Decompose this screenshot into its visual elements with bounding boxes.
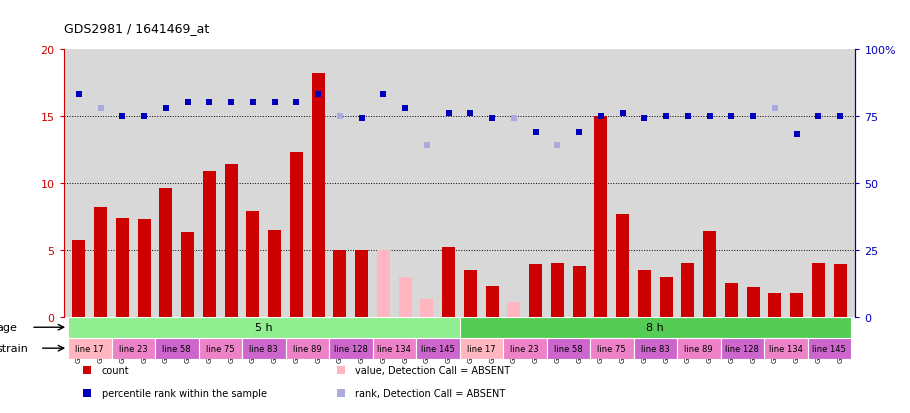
Bar <box>460 338 503 359</box>
Bar <box>68 338 112 359</box>
Bar <box>464 270 477 317</box>
Bar <box>768 293 782 317</box>
Bar <box>638 270 651 317</box>
Bar <box>547 338 590 359</box>
Text: line 83: line 83 <box>249 344 278 353</box>
Text: age: age <box>0 323 17 332</box>
Bar <box>721 338 764 359</box>
Bar <box>572 266 586 317</box>
Bar <box>94 207 107 317</box>
Bar <box>594 116 608 317</box>
Text: line 58: line 58 <box>163 344 191 353</box>
Bar <box>159 189 173 317</box>
Bar <box>790 293 804 317</box>
Text: line 75: line 75 <box>598 344 626 353</box>
Text: line 58: line 58 <box>554 344 582 353</box>
Text: line 75: line 75 <box>206 344 235 353</box>
Bar <box>268 230 281 317</box>
Bar <box>203 171 216 317</box>
Bar <box>329 338 372 359</box>
Bar <box>633 338 677 359</box>
Text: line 145: line 145 <box>813 344 846 353</box>
Bar <box>137 219 151 317</box>
Bar <box>420 299 433 317</box>
Text: value, Detection Call = ABSENT: value, Detection Call = ABSENT <box>355 365 511 375</box>
Text: line 128: line 128 <box>725 344 759 353</box>
Text: 5 h: 5 h <box>255 323 273 332</box>
Text: 8 h: 8 h <box>646 323 664 332</box>
Bar <box>807 338 851 359</box>
Bar <box>372 338 416 359</box>
Bar <box>416 338 460 359</box>
Text: strain: strain <box>0 343 28 353</box>
Bar <box>333 250 347 317</box>
Bar <box>73 241 86 317</box>
Text: line 17: line 17 <box>467 344 496 353</box>
Bar <box>551 263 564 317</box>
Text: line 134: line 134 <box>769 344 803 353</box>
Bar <box>812 263 825 317</box>
Text: rank, Detection Call = ABSENT: rank, Detection Call = ABSENT <box>355 388 505 398</box>
Bar <box>834 265 846 317</box>
Text: line 89: line 89 <box>293 344 321 353</box>
Bar <box>112 338 155 359</box>
Bar <box>677 338 721 359</box>
Bar <box>508 302 521 317</box>
Text: count: count <box>102 365 129 375</box>
Text: line 83: line 83 <box>641 344 670 353</box>
Bar <box>377 250 390 317</box>
Bar <box>725 284 738 317</box>
Text: line 23: line 23 <box>119 344 147 353</box>
Bar <box>399 277 411 317</box>
Bar <box>529 265 542 317</box>
Text: line 17: line 17 <box>76 344 104 353</box>
Text: line 89: line 89 <box>684 344 713 353</box>
Text: percentile rank within the sample: percentile rank within the sample <box>102 388 267 398</box>
Bar <box>242 338 286 359</box>
Text: line 128: line 128 <box>334 344 368 353</box>
Bar <box>355 250 369 317</box>
Bar <box>181 233 194 317</box>
Bar <box>116 218 129 317</box>
Bar <box>198 338 242 359</box>
Bar <box>746 287 760 317</box>
Bar <box>703 231 716 317</box>
Text: line 145: line 145 <box>421 344 455 353</box>
Bar <box>155 338 198 359</box>
Bar <box>442 247 455 317</box>
Bar <box>616 214 629 317</box>
Bar <box>660 277 672 317</box>
Bar <box>460 317 851 338</box>
Text: line 134: line 134 <box>378 344 411 353</box>
Bar <box>286 338 329 359</box>
Bar <box>503 338 547 359</box>
Bar <box>682 263 694 317</box>
Bar <box>247 211 259 317</box>
Bar <box>311 74 325 317</box>
Text: line 23: line 23 <box>511 344 539 353</box>
Bar <box>68 317 460 338</box>
Text: GDS2981 / 1641469_at: GDS2981 / 1641469_at <box>64 22 209 35</box>
Bar <box>486 286 499 317</box>
Bar <box>290 152 303 317</box>
Bar <box>764 338 807 359</box>
Bar <box>225 164 238 317</box>
Bar <box>590 338 633 359</box>
